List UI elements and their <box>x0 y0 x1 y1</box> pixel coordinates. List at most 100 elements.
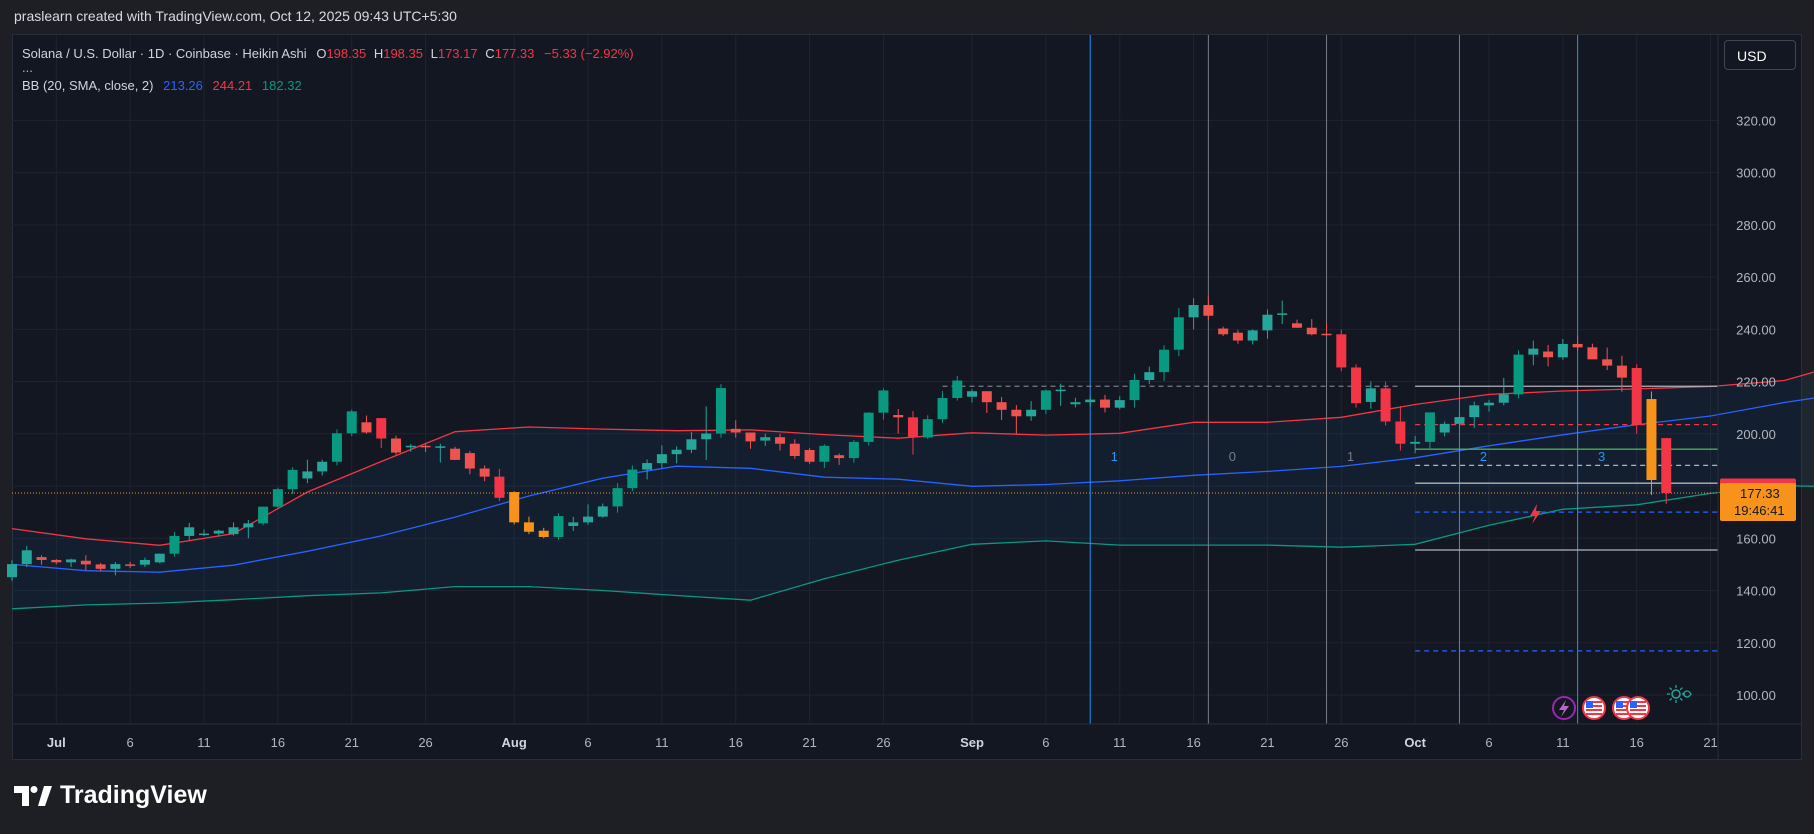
bb-basis-line <box>11 397 1814 573</box>
bb-basis-value: 213.26 <box>163 78 203 93</box>
candle <box>967 389 978 403</box>
candle-body <box>36 557 47 560</box>
candle <box>922 415 933 440</box>
time-axis-label: 11 <box>1113 735 1127 750</box>
bb-indicator-label[interactable]: BB (20, SMA, close, 2) <box>22 78 154 93</box>
candle-body <box>1410 441 1421 444</box>
us-flag-icon <box>1582 696 1606 720</box>
bb-lower-line <box>11 485 1814 610</box>
moon-icon <box>1682 690 1692 698</box>
time-axis-label: 16 <box>271 735 285 750</box>
time-axis-label: 6 <box>584 735 591 750</box>
ohlc-high-label: H <box>373 46 384 61</box>
candle <box>1380 381 1391 426</box>
candle-body <box>199 533 210 536</box>
time-axis-label: 16 <box>728 735 742 750</box>
bb-lower-value: 182.32 <box>261 78 302 93</box>
ohlc-high-value: 198.35 <box>383 46 423 61</box>
candle-body <box>21 550 32 565</box>
candle-body <box>1173 317 1184 350</box>
candle-body <box>686 439 697 450</box>
us-flag-stripe <box>1616 705 1632 707</box>
candle-body <box>1144 372 1155 380</box>
candle-body <box>95 564 106 569</box>
candle-body <box>612 488 623 507</box>
candle-body <box>184 527 195 536</box>
candle <box>952 375 963 401</box>
candle-body <box>139 559 150 565</box>
candle-body <box>952 380 963 399</box>
candle <box>36 555 47 565</box>
candle <box>1351 364 1362 408</box>
ohlc-open-label: O <box>316 46 327 61</box>
candle <box>819 444 830 469</box>
candle <box>1144 366 1155 385</box>
bb-upper-value: 244.21 <box>212 78 253 93</box>
candle <box>1646 391 1657 495</box>
candle-body <box>937 398 948 420</box>
price-change: −5.33 (−2.92%) <box>544 46 634 61</box>
candle-body <box>125 564 136 566</box>
last-price-tag <box>1720 483 1796 522</box>
candle <box>597 503 608 518</box>
candle <box>1543 344 1554 367</box>
candle <box>1395 406 1406 451</box>
candle <box>760 433 771 447</box>
candle-body <box>287 469 298 490</box>
candle-body <box>1159 349 1170 373</box>
more-indicators-toggle[interactable]: ... <box>22 60 33 75</box>
candle <box>1277 300 1288 325</box>
time-axis-label: Sep <box>960 735 984 750</box>
us-flag-canton <box>1630 701 1637 708</box>
candle-body <box>346 411 357 434</box>
candle-body <box>848 441 859 459</box>
candle-body <box>1099 399 1110 408</box>
symbol-title[interactable]: Solana / U.S. Dollar · 1D · Coinbase · H… <box>22 46 307 61</box>
us-flag-stripe <box>1586 705 1602 707</box>
candle <box>656 445 667 469</box>
candle-body <box>583 516 594 523</box>
candle <box>66 558 77 568</box>
candle <box>494 468 505 501</box>
candle-body <box>1262 314 1273 331</box>
candle-body <box>1557 343 1568 358</box>
candle-body <box>627 469 638 489</box>
candle-body <box>479 468 490 477</box>
chart-legend: Solana / U.S. Dollar · 1D · Coinbase · H… <box>22 44 634 95</box>
candle-body <box>154 553 165 563</box>
candle <box>1203 296 1214 321</box>
candle-body <box>804 449 815 462</box>
candle-body <box>1306 327 1317 335</box>
candle <box>1528 340 1539 366</box>
cycle-label-3: 2 <box>1480 449 1487 464</box>
candle-body <box>1424 412 1435 442</box>
currency-button[interactable]: USD <box>1724 40 1796 70</box>
candle-body <box>1129 379 1140 401</box>
time-axis-label: 26 <box>876 735 890 750</box>
candle <box>1439 421 1450 437</box>
candle <box>1321 322 1332 337</box>
candle <box>789 439 800 459</box>
candle-body <box>996 402 1007 410</box>
candle <box>1262 309 1273 339</box>
sun-icon-ray <box>1679 687 1683 691</box>
price-axis-label: 280.00 <box>1736 218 1776 233</box>
price-axis-label: 120.00 <box>1736 636 1776 651</box>
candle <box>1218 326 1229 337</box>
lightning-icon-bolt <box>1559 700 1569 717</box>
price-axis-label: 200.00 <box>1736 427 1776 442</box>
candle-body <box>331 433 342 462</box>
ohlc-close-label: C <box>485 46 495 61</box>
lightning-icon <box>1552 696 1576 720</box>
candle-body <box>1602 359 1613 366</box>
us-flag-canton <box>1586 701 1593 708</box>
candle-body <box>317 461 328 472</box>
candle <box>331 429 342 466</box>
candle <box>272 487 283 508</box>
candle-body <box>110 564 121 569</box>
candle <box>184 522 195 541</box>
candle-body <box>1646 399 1657 481</box>
us-flag-stripe <box>1586 709 1602 711</box>
candle-body <box>51 559 62 563</box>
